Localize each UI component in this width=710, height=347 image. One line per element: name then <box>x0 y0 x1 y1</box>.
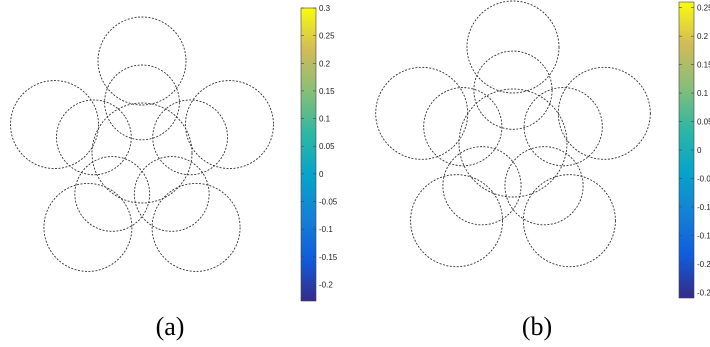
heatmap-field-b <box>340 0 670 330</box>
colorbar-a-tick-label: 0.1 <box>319 115 331 124</box>
colorbar-a: 0.3 0.25 0.2 0.15 0.1 0.05 0 -0.05 -0.1 -0.15 -0.2 <box>300 4 338 302</box>
colorbar-a-tick-label: 0.2 <box>319 59 331 68</box>
colorbar-b-tick-label: -0.2 <box>697 260 710 269</box>
colorbar-a-tick-label: -0.1 <box>319 225 333 234</box>
colorbar-b-tick-label: 0 <box>697 146 702 155</box>
colorbar-b-tick-label: -0.0 <box>697 174 710 183</box>
domain-boundary-b <box>375 0 651 268</box>
colorbar-a-tick-label: 0.3 <box>319 4 331 13</box>
colorbar-a-tick-label: 0 <box>319 170 324 179</box>
heatmap-panel-b <box>340 0 670 330</box>
colorbar-b-tick-label: 0.1 <box>697 89 709 98</box>
colorbar-b-tick-label: -0.2 <box>697 288 710 297</box>
colorbar-a-gradient <box>300 7 317 302</box>
colorbar-b-tick-label: -0.1 <box>697 203 710 212</box>
panel-label-a: (a) <box>156 312 185 341</box>
colorbar-b-tick-label: -0.1 <box>697 231 710 240</box>
colorbar-b: 0.25 0.2 0.15 0.1 0.05 0 -0.0 -0.1 -0.1 -0.2 -0.2 <box>678 1 710 299</box>
heatmap-field-a <box>0 0 330 330</box>
colorbar-a-tick-label: 0.25 <box>319 32 335 41</box>
colorbar-a-tick-label: 0.05 <box>319 142 335 151</box>
colorbar-a-tick-label: -0.2 <box>319 280 333 289</box>
colorbar-a-tick-label: -0.15 <box>319 253 338 262</box>
colorbar-a-tick-label: 0.15 <box>319 87 335 96</box>
colorbar-b-tick-label: 0.15 <box>697 61 710 70</box>
heatmap-panel-a <box>0 0 330 330</box>
domain-boundary-a <box>10 16 274 272</box>
colorbar-b-tick-label: 0.2 <box>697 32 709 41</box>
colorbar-a-tick-label: -0.05 <box>319 197 338 206</box>
panel-label-b: (b) <box>522 312 552 341</box>
colorbar-b-tick-label: 0.05 <box>697 118 710 127</box>
colorbar-b-tick-label: 0.25 <box>697 4 710 13</box>
